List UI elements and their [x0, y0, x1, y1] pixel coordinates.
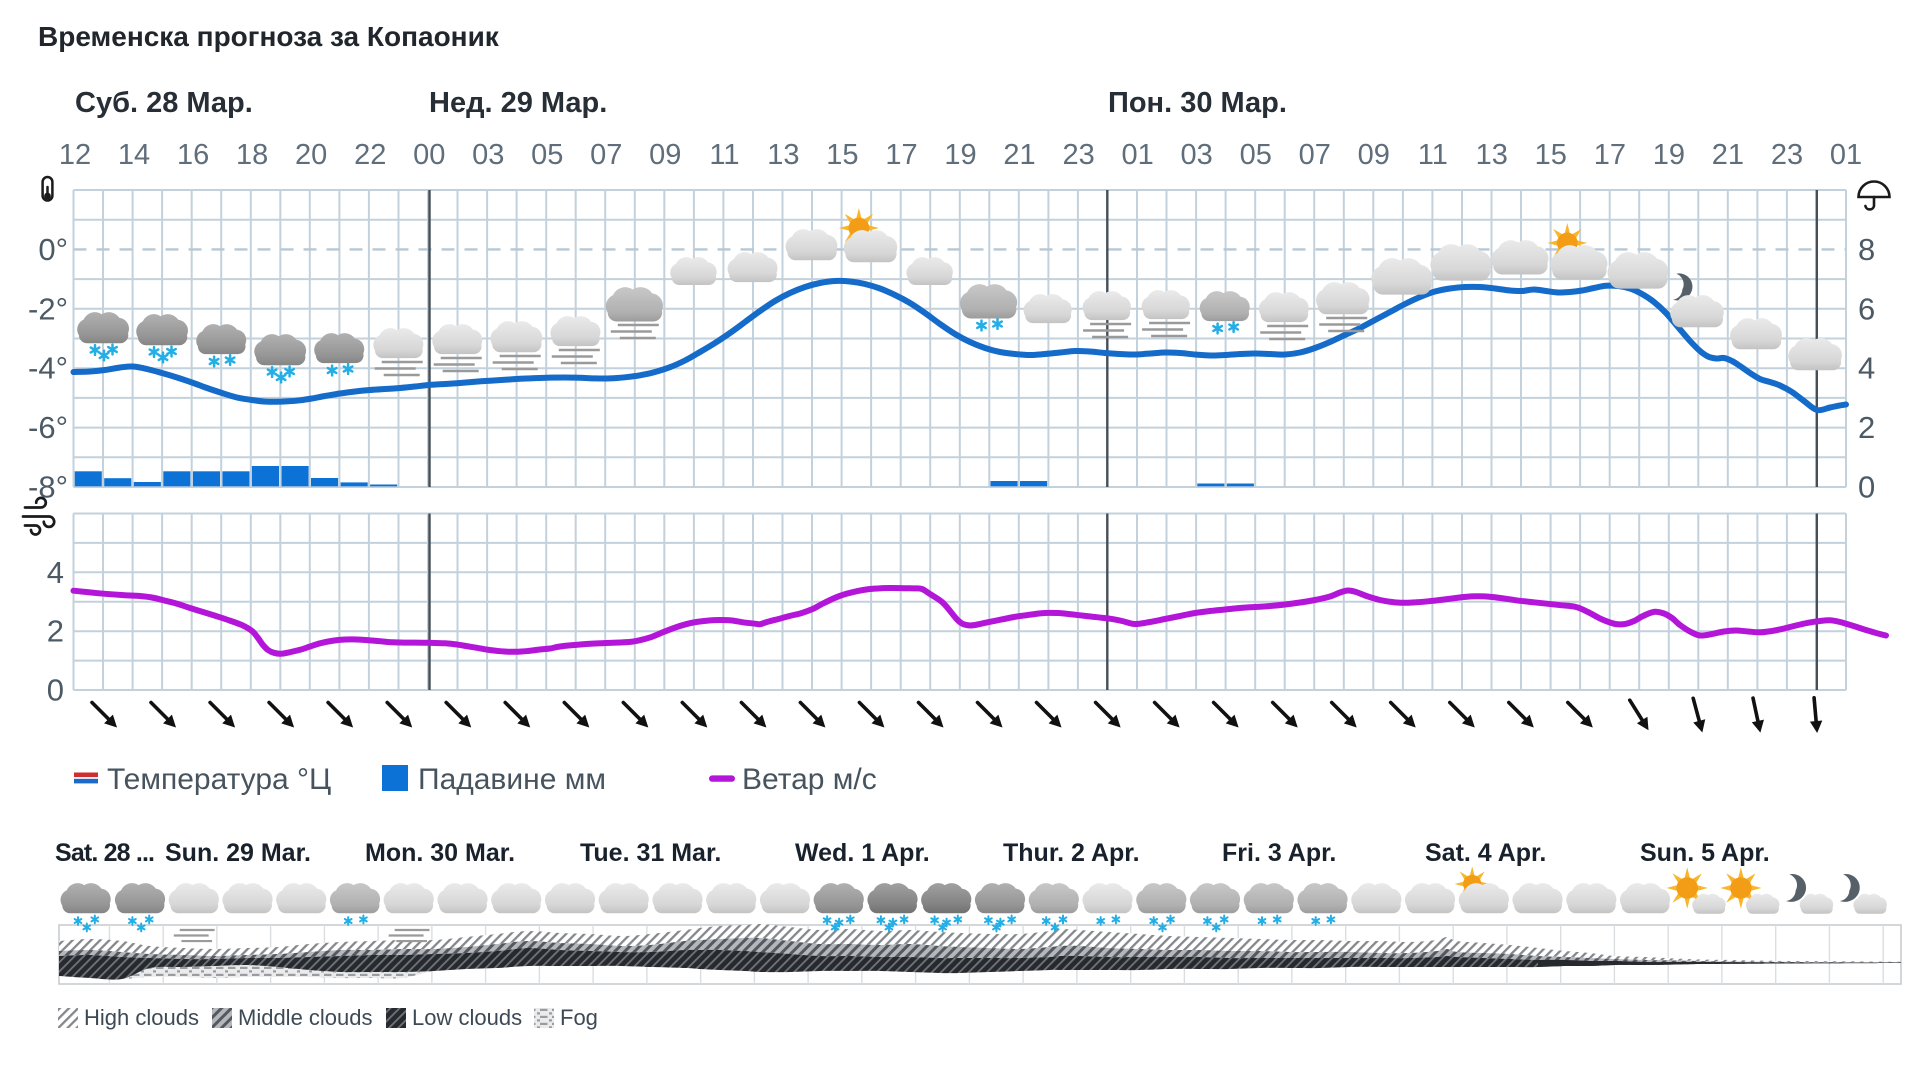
svg-text:20: 20: [295, 139, 327, 171]
svg-text:2: 2: [47, 614, 64, 649]
svg-text:Tue. 31 Mar.: Tue. 31 Mar.: [580, 839, 721, 867]
svg-text:03: 03: [1180, 139, 1212, 171]
svg-text:Middle clouds: Middle clouds: [238, 1005, 373, 1030]
svg-text:Thur. 2 Apr.: Thur. 2 Apr.: [1003, 839, 1140, 867]
svg-text:15: 15: [826, 139, 858, 171]
svg-text:01: 01: [1830, 139, 1862, 171]
svg-text:05: 05: [1240, 139, 1272, 171]
svg-text:14: 14: [118, 139, 150, 171]
svg-text:-8°: -8°: [28, 470, 68, 505]
svg-text:Mon. 30 Mar.: Mon. 30 Mar.: [365, 839, 515, 867]
svg-text:19: 19: [1653, 139, 1685, 171]
svg-text:07: 07: [1299, 139, 1331, 171]
svg-text:Low clouds: Low clouds: [412, 1005, 522, 1030]
svg-text:11: 11: [1418, 139, 1448, 171]
svg-text:22: 22: [354, 139, 386, 171]
svg-text:6: 6: [1858, 291, 1875, 326]
svg-text:-6°: -6°: [28, 410, 68, 445]
svg-text:17: 17: [885, 139, 917, 171]
svg-text:-2°: -2°: [28, 291, 68, 326]
svg-text:07: 07: [590, 139, 622, 171]
svg-text:09: 09: [1358, 139, 1390, 171]
svg-text:0: 0: [47, 673, 64, 708]
svg-text:18: 18: [236, 139, 268, 171]
svg-text:01: 01: [1121, 139, 1153, 171]
svg-text:09: 09: [649, 139, 681, 171]
svg-text:23: 23: [1771, 139, 1803, 171]
svg-text:Суб. 28 Мар.: Суб. 28 Мар.: [75, 87, 253, 119]
svg-text:13: 13: [1476, 139, 1508, 171]
svg-text:Температура °Ц: Температура °Ц: [107, 763, 331, 796]
svg-text:4: 4: [47, 555, 64, 590]
svg-text:11: 11: [709, 139, 739, 171]
svg-text:21: 21: [1003, 139, 1035, 171]
svg-text:Нед. 29 Мар.: Нед. 29 Мар.: [429, 87, 607, 119]
svg-text:8: 8: [1858, 232, 1875, 267]
svg-text:Sat. 4 Apr.: Sat. 4 Apr.: [1425, 839, 1546, 867]
svg-text:Ветар м/с: Ветар м/с: [742, 763, 877, 796]
svg-text:12: 12: [59, 139, 91, 171]
svg-text:00: 00: [413, 139, 445, 171]
svg-text:05: 05: [531, 139, 563, 171]
svg-text:19: 19: [944, 139, 976, 171]
svg-text:Sat. 28 ...: Sat. 28 ...: [55, 839, 155, 867]
svg-text:17: 17: [1594, 139, 1626, 171]
svg-text:Падавине мм: Падавине мм: [418, 763, 606, 796]
svg-text:4: 4: [1858, 351, 1875, 386]
svg-text:16: 16: [177, 139, 209, 171]
svg-text:2: 2: [1858, 410, 1875, 445]
svg-text:-4°: -4°: [28, 351, 68, 386]
svg-text:Fog: Fog: [560, 1005, 598, 1030]
svg-text:Временска прогноза за Копаоник: Временска прогноза за Копаоник: [38, 21, 500, 52]
svg-text:23: 23: [1062, 139, 1094, 171]
svg-text:Sun. 29 Mar.: Sun. 29 Mar.: [165, 839, 311, 867]
svg-text:03: 03: [472, 139, 504, 171]
svg-text:13: 13: [767, 139, 799, 171]
svg-text:Fri. 3 Apr.: Fri. 3 Apr.: [1222, 839, 1336, 867]
svg-text:Sun. 5 Apr.: Sun. 5 Apr.: [1640, 839, 1770, 867]
svg-text:0°: 0°: [38, 232, 68, 267]
svg-text:Wed. 1 Apr.: Wed. 1 Apr.: [795, 839, 930, 867]
svg-text:High clouds: High clouds: [84, 1005, 199, 1030]
svg-text:15: 15: [1535, 139, 1567, 171]
svg-text:Пон. 30 Мар.: Пон. 30 Мар.: [1108, 87, 1287, 119]
svg-text:21: 21: [1712, 139, 1744, 171]
svg-text:0: 0: [1858, 470, 1875, 505]
